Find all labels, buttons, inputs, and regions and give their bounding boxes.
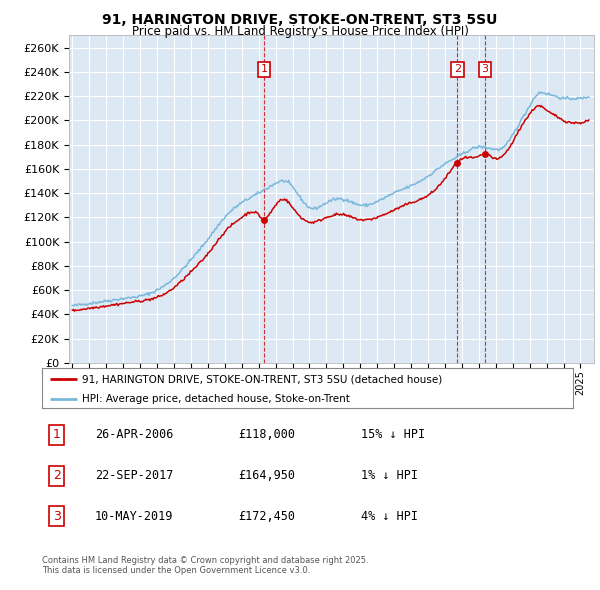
Text: 2: 2 bbox=[454, 64, 461, 74]
Text: 15% ↓ HPI: 15% ↓ HPI bbox=[361, 428, 425, 441]
Text: 10-MAY-2019: 10-MAY-2019 bbox=[95, 510, 173, 523]
Text: 91, HARINGTON DRIVE, STOKE-ON-TRENT, ST3 5SU (detached house): 91, HARINGTON DRIVE, STOKE-ON-TRENT, ST3… bbox=[82, 375, 442, 385]
Text: 1% ↓ HPI: 1% ↓ HPI bbox=[361, 469, 418, 482]
Text: 1: 1 bbox=[260, 64, 268, 74]
Text: Contains HM Land Registry data © Crown copyright and database right 2025.: Contains HM Land Registry data © Crown c… bbox=[42, 556, 368, 565]
Text: 26-APR-2006: 26-APR-2006 bbox=[95, 428, 173, 441]
Text: 3: 3 bbox=[481, 64, 488, 74]
Text: 4% ↓ HPI: 4% ↓ HPI bbox=[361, 510, 418, 523]
Text: £118,000: £118,000 bbox=[238, 428, 295, 441]
Text: HPI: Average price, detached house, Stoke-on-Trent: HPI: Average price, detached house, Stok… bbox=[82, 394, 350, 404]
Text: 1: 1 bbox=[53, 428, 61, 441]
Text: £172,450: £172,450 bbox=[238, 510, 295, 523]
Text: 91, HARINGTON DRIVE, STOKE-ON-TRENT, ST3 5SU: 91, HARINGTON DRIVE, STOKE-ON-TRENT, ST3… bbox=[103, 13, 497, 27]
Text: £164,950: £164,950 bbox=[238, 469, 295, 482]
Text: Price paid vs. HM Land Registry's House Price Index (HPI): Price paid vs. HM Land Registry's House … bbox=[131, 25, 469, 38]
Text: This data is licensed under the Open Government Licence v3.0.: This data is licensed under the Open Gov… bbox=[42, 566, 310, 575]
Text: 22-SEP-2017: 22-SEP-2017 bbox=[95, 469, 173, 482]
Text: 2: 2 bbox=[53, 469, 61, 482]
Text: 3: 3 bbox=[53, 510, 61, 523]
